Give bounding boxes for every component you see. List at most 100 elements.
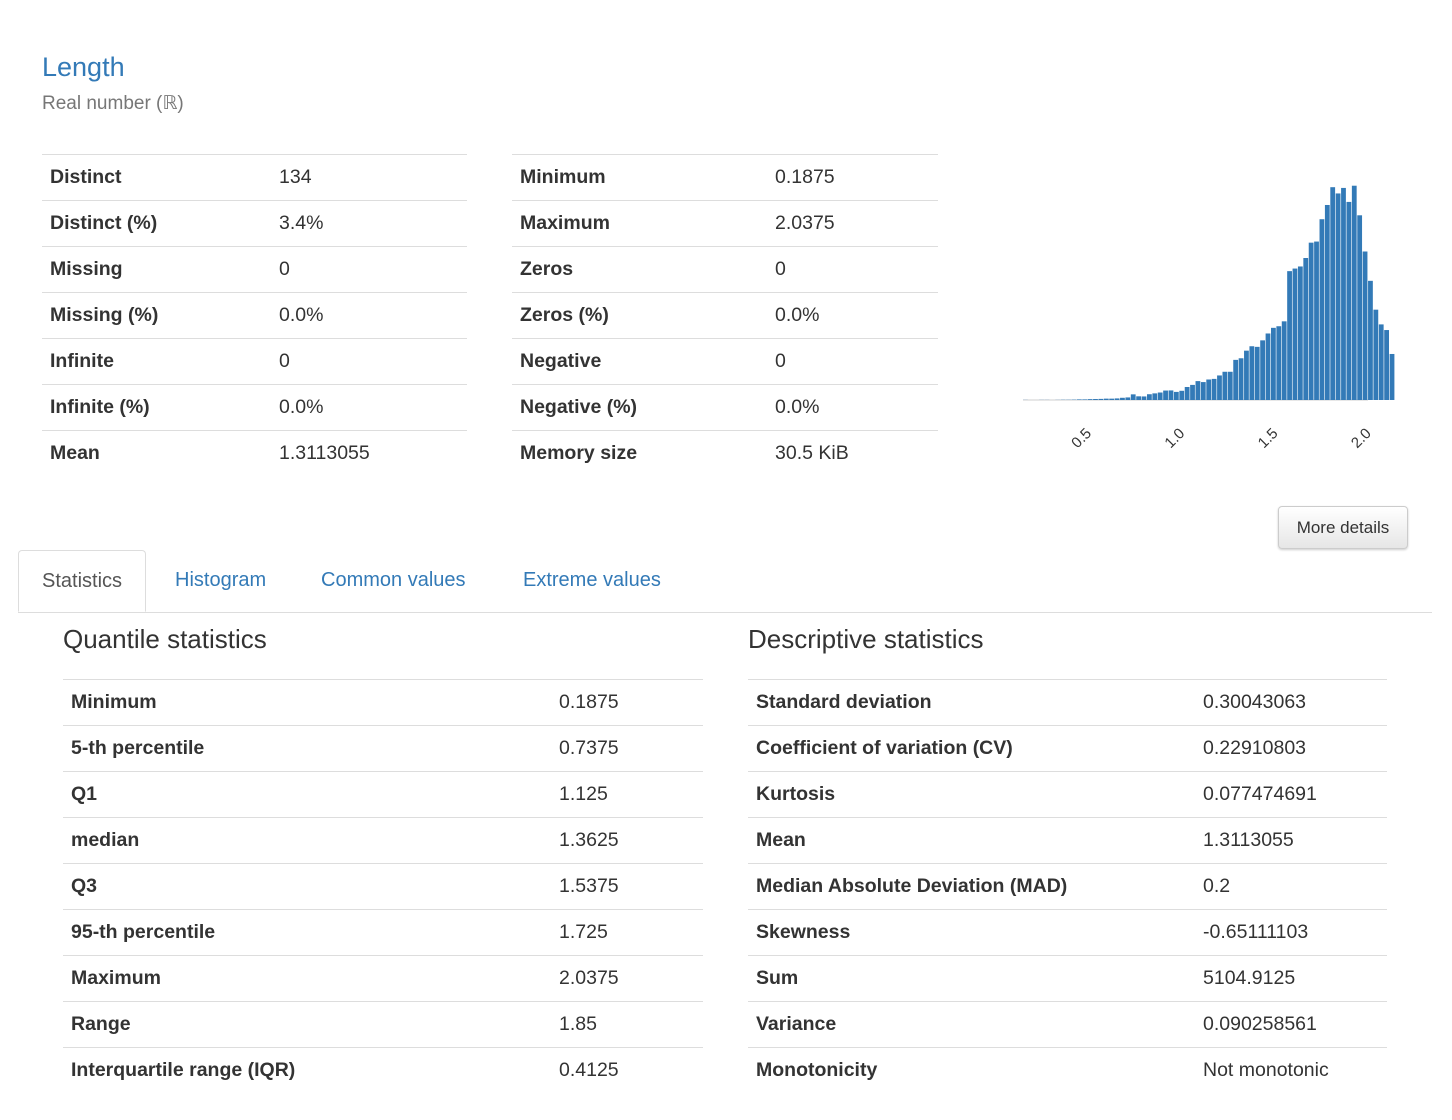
row-label: Minimum (512, 154, 767, 201)
histogram-bar (1238, 358, 1244, 400)
row-value: 2.0375 (551, 955, 703, 1002)
row-value: 0.4125 (551, 1047, 703, 1093)
table-row: Minimum 0.1875 (63, 679, 703, 726)
overview-row: Distinct 134 (42, 154, 467, 201)
table-row: Interquartile range (IQR) 0.4125 (63, 1047, 703, 1093)
table-row: Monotonicity Not monotonic (748, 1047, 1387, 1093)
histogram-bar (1211, 378, 1217, 400)
histogram-bar (1362, 251, 1368, 400)
histogram-bar (1271, 327, 1276, 400)
histogram-bar (1308, 242, 1314, 400)
histogram-bar (1254, 346, 1260, 400)
table-row: median 1.3625 (63, 817, 703, 864)
row-label: 5-th percentile (63, 725, 551, 772)
row-value: 134 (271, 154, 467, 201)
row-value: 0.7375 (551, 725, 703, 772)
row-value: 1.3113055 (1195, 817, 1387, 864)
histogram-bar (1217, 375, 1222, 400)
overview-table-left: Distinct 134 Distinct (%) 3.4% Missing 0 Missi… (42, 154, 467, 476)
overview-row: Missing (%) 0.0% (42, 292, 467, 339)
row-label: Range (63, 1001, 551, 1048)
histogram-bar (1351, 185, 1357, 400)
histogram-bar (1292, 268, 1298, 400)
row-label: Coefficient of variation (CV) (748, 725, 1195, 772)
table-row: Variance 0.090258561 (748, 1001, 1387, 1048)
row-label: Zeros (%) (512, 292, 767, 339)
overview-row: Memory size 30.5 KiB (512, 430, 938, 476)
table-row: Mean 1.3113055 (748, 817, 1387, 864)
histogram-x-tick-label: 2.0 (1348, 425, 1375, 452)
table-row: Q3 1.5375 (63, 863, 703, 910)
histogram-bar (1265, 333, 1271, 400)
more-details-button[interactable]: More details (1278, 506, 1408, 549)
overview-row: Zeros (%) 0.0% (512, 292, 938, 339)
row-label: Minimum (63, 679, 551, 726)
histogram-bar (1157, 392, 1163, 400)
histogram-bar (1130, 394, 1136, 400)
row-label: Monotonicity (748, 1047, 1195, 1093)
histogram-bar (1233, 359, 1239, 400)
row-value: -0.65111103 (1195, 909, 1387, 956)
row-label: Infinite (42, 338, 271, 385)
row-value: 0.0% (767, 292, 938, 339)
row-value: 5104.9125 (1195, 955, 1387, 1002)
histogram-bar (1346, 201, 1352, 400)
histogram-bar (1368, 280, 1373, 400)
histogram-bar (1098, 398, 1104, 400)
row-label: Q1 (63, 771, 551, 818)
overview-row: Infinite 0 (42, 338, 467, 385)
histogram-bar (1357, 215, 1363, 400)
histogram-bar (1173, 391, 1179, 400)
row-value: 0.077474691 (1195, 771, 1387, 818)
row-value: 0.1875 (767, 154, 938, 201)
histogram-bar (1190, 384, 1195, 400)
histogram-bar (1076, 399, 1082, 400)
row-value: 30.5 KiB (767, 430, 938, 476)
histogram-bar (1206, 379, 1212, 400)
quantile-statistics-title: Quantile statistics (63, 624, 267, 654)
row-label: Q3 (63, 863, 551, 910)
table-row: Median Absolute Deviation (MAD) 0.2 (748, 863, 1387, 910)
row-value: 0 (271, 246, 467, 293)
row-label: Missing (42, 246, 271, 293)
tab-histogram[interactable]: Histogram (175, 569, 267, 591)
row-label: Skewness (748, 909, 1195, 956)
histogram-bar (1163, 390, 1168, 400)
descriptive-statistics-table: Standard deviation 0.30043063 Coefficient … (748, 679, 1387, 1093)
overview-row: Minimum 0.1875 (512, 154, 938, 201)
table-row: Range 1.85 (63, 1001, 703, 1048)
overview-row: Mean 1.3113055 (42, 430, 467, 476)
histogram-bar (1249, 346, 1255, 400)
row-label: Maximum (512, 200, 767, 247)
table-row: Skewness -0.65111103 (748, 909, 1387, 956)
row-value: 0.0% (271, 292, 467, 339)
overview-row: Missing 0 (42, 246, 467, 293)
tab-bar: Statistics Histogram Common values Extre… (18, 550, 1432, 613)
overview-table-middle: Minimum 0.1875 Maximum 2.0375 Zeros 0 Zeros (%… (512, 154, 938, 476)
overview-row: Negative (%) 0.0% (512, 384, 938, 431)
table-row: Q1 1.125 (63, 771, 703, 818)
row-value: 0.090258561 (1195, 1001, 1387, 1048)
row-value: 1.725 (551, 909, 703, 956)
tab-statistics[interactable]: Statistics (18, 550, 147, 612)
histogram-bar (1335, 193, 1341, 400)
variable-type: Real number (ℝ) (42, 93, 184, 114)
histogram-bar (1276, 326, 1282, 400)
histogram-bar (1287, 271, 1292, 400)
histogram-x-tick-label: 1.5 (1255, 425, 1282, 452)
row-value: 2.0375 (767, 200, 938, 247)
row-label: Mean (748, 817, 1195, 864)
tab-common-values[interactable]: Common values (321, 569, 466, 591)
histogram-bar (1373, 309, 1379, 400)
row-label: Sum (748, 955, 1195, 1002)
quantile-statistics-table: Minimum 0.1875 5-th percentile 0.7375 Q1 1.12… (63, 679, 703, 1093)
histogram-bar (1082, 399, 1088, 400)
histogram-bar (1330, 187, 1336, 400)
row-value: 0.0% (271, 384, 467, 431)
histogram-bar (1314, 241, 1319, 400)
histogram-bar (1168, 390, 1174, 400)
histogram-bar (1303, 258, 1309, 400)
tab-extreme-values[interactable]: Extreme values (523, 569, 661, 591)
row-value: 1.3625 (551, 817, 703, 864)
row-label: Memory size (512, 430, 767, 476)
